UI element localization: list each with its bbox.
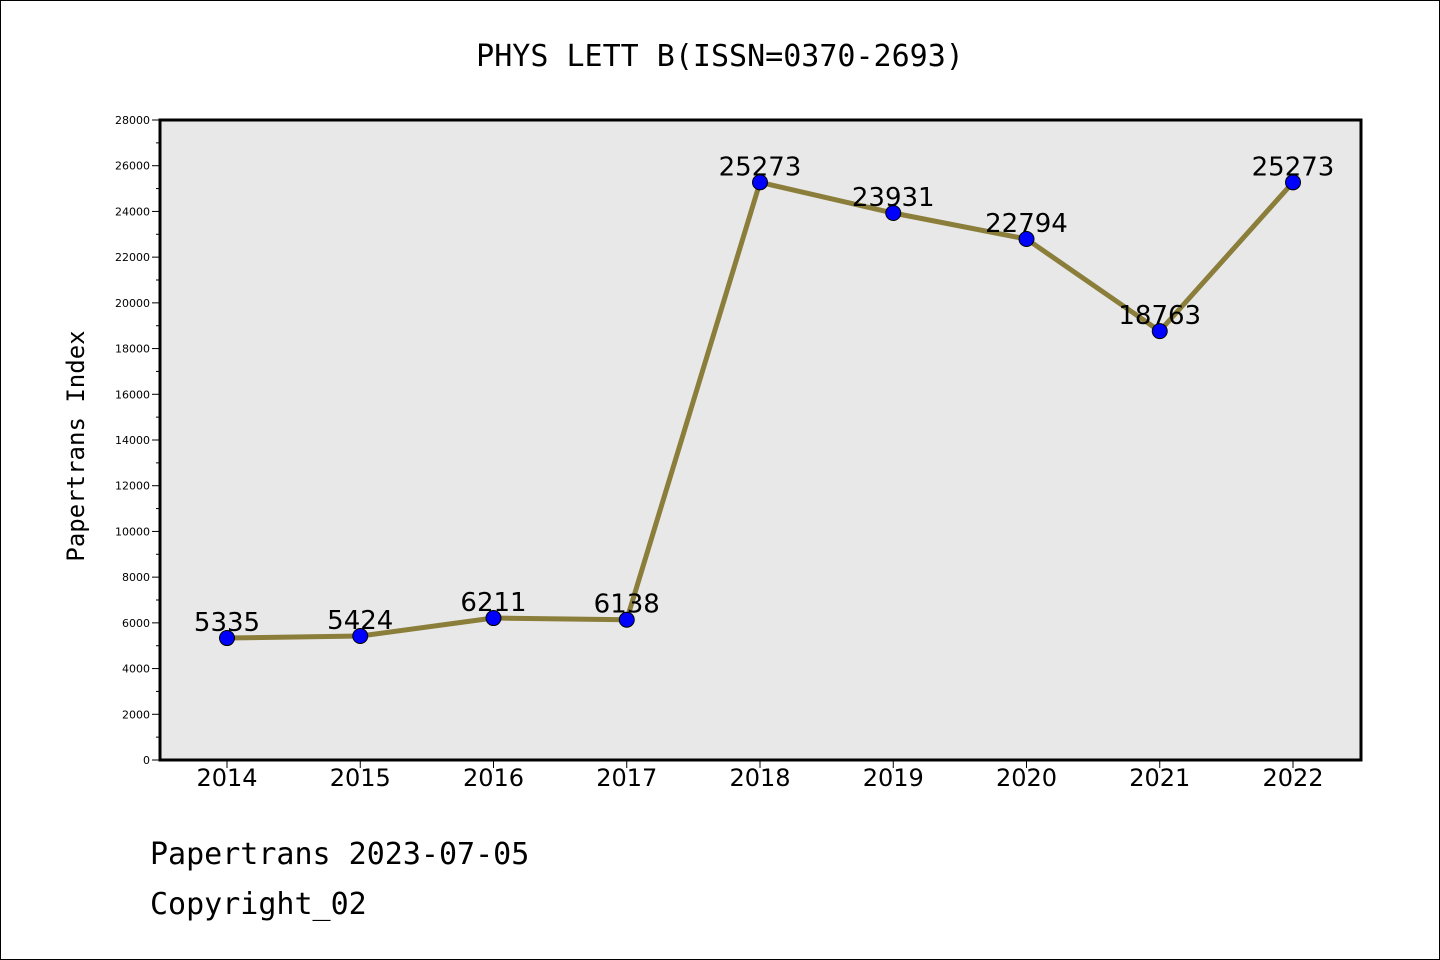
x-axis: 2014 2015 2016 2017 2018 2019 2020 2021 2022 bbox=[196, 760, 1324, 792]
y-tick-label: 26000 bbox=[115, 160, 150, 173]
chart-title: PHYS LETT B(ISSN=0370-2693) bbox=[476, 39, 964, 74]
x-tick-label: 2014 bbox=[196, 764, 257, 792]
data-point bbox=[1151, 323, 1168, 340]
x-tick-label: 2015 bbox=[330, 764, 391, 792]
y-tick-label: 22000 bbox=[115, 251, 150, 264]
data-label: 6138 bbox=[594, 590, 660, 620]
data-point bbox=[219, 630, 235, 647]
y-tick-label: 24000 bbox=[115, 205, 150, 218]
data-label-layer: 5335 5424 6211 6138 25273 23931 22794 18763 2527… bbox=[194, 152, 1334, 638]
y-tick-label: 16000 bbox=[115, 388, 150, 401]
y-tick-label: 20000 bbox=[115, 297, 150, 310]
data-label: 22794 bbox=[985, 209, 1068, 239]
data-point bbox=[485, 610, 502, 627]
plot-area bbox=[158, 118, 1363, 762]
y-tick-label: 2000 bbox=[122, 708, 150, 721]
y-tick-label: 10000 bbox=[115, 525, 150, 538]
y-tick-label: 28000 bbox=[115, 114, 150, 127]
y-axis-label: Papertrans Index bbox=[62, 330, 90, 561]
data-label: 23931 bbox=[852, 183, 935, 213]
data-label: 5424 bbox=[327, 606, 393, 636]
x-tick-label: 2020 bbox=[996, 764, 1057, 792]
x-tick-label: 2019 bbox=[863, 764, 924, 792]
y-tick-label: 14000 bbox=[115, 434, 150, 447]
footer-date: Papertrans 2023-07-05 bbox=[150, 837, 529, 872]
data-point bbox=[618, 611, 635, 628]
y-tick-label: 12000 bbox=[115, 480, 150, 493]
data-label: 18763 bbox=[1118, 301, 1201, 331]
x-tick-label: 2017 bbox=[596, 764, 657, 792]
x-tick-label: 2016 bbox=[463, 764, 524, 792]
series-layer bbox=[219, 174, 1301, 647]
data-label: 25273 bbox=[1252, 152, 1335, 182]
y-axis: 0 2000 4000 6000 8000 10000 12000 14000 16000 180… bbox=[115, 114, 160, 767]
data-label: 5335 bbox=[194, 608, 260, 638]
data-point bbox=[1285, 174, 1301, 191]
data-point bbox=[885, 205, 902, 222]
y-tick-label: 4000 bbox=[122, 663, 150, 676]
x-tick-label: 2022 bbox=[1262, 764, 1323, 792]
y-tick-label: 8000 bbox=[122, 571, 150, 584]
y-tick-label: 0 bbox=[143, 754, 150, 767]
data-point bbox=[752, 174, 768, 191]
x-tick-label: 2018 bbox=[729, 764, 790, 792]
data-label: 25273 bbox=[719, 152, 802, 182]
y-tick-label: 18000 bbox=[115, 343, 150, 356]
data-point bbox=[352, 628, 369, 645]
footer-copyright: Copyright_02 bbox=[150, 887, 367, 922]
y-tick-label: 6000 bbox=[122, 617, 150, 630]
data-point bbox=[1018, 230, 1035, 247]
x-tick-label: 2021 bbox=[1129, 764, 1190, 792]
data-label: 6211 bbox=[460, 588, 526, 618]
